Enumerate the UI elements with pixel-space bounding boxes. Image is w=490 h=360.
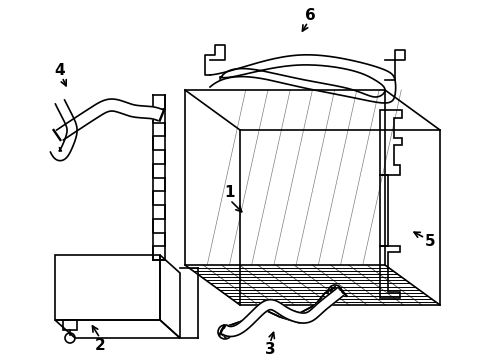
Text: 6: 6	[305, 8, 316, 23]
Text: 2: 2	[95, 338, 105, 352]
Text: 1: 1	[225, 185, 235, 199]
Text: 5: 5	[425, 234, 435, 249]
Polygon shape	[50, 100, 77, 161]
Polygon shape	[223, 288, 343, 337]
Polygon shape	[57, 99, 162, 140]
Text: 3: 3	[265, 342, 275, 357]
Text: 4: 4	[55, 63, 65, 77]
